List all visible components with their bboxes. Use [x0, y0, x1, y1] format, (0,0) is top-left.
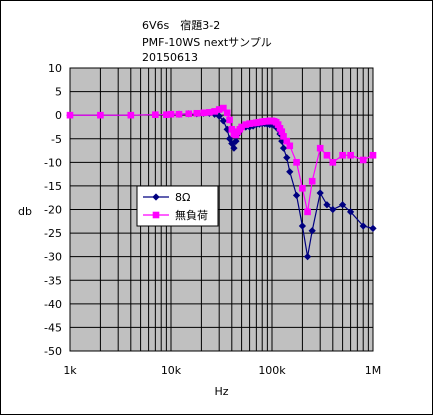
- y-tick-label: -25: [44, 227, 62, 240]
- series-2-point: [152, 111, 159, 118]
- series-2-point: [226, 116, 233, 124]
- series-2-point: [293, 159, 300, 166]
- series-2-point: [127, 111, 135, 119]
- series-2-point: [175, 110, 183, 118]
- plot-border: [69, 67, 374, 352]
- series-1-point: [298, 222, 307, 230]
- y-tick-label: -5: [51, 133, 62, 146]
- y-tick-label: -40: [44, 298, 62, 311]
- series-1-point: [292, 191, 301, 199]
- series-1-point: [369, 224, 377, 232]
- series-1-point: [316, 189, 324, 197]
- series-2-point: [220, 104, 227, 112]
- legend-marker-1: [152, 193, 160, 201]
- series-2-point: [97, 111, 104, 119]
- series-2-point: [369, 151, 377, 159]
- series-1-point: [303, 253, 312, 261]
- x-tick-label: 1M: [365, 364, 382, 377]
- series-2-point: [286, 142, 294, 150]
- y-tick-label: -45: [44, 321, 62, 334]
- y-tick-label: 5: [55, 86, 62, 99]
- series-1-point: [329, 205, 337, 214]
- series-2-point: [167, 110, 175, 118]
- series-1-point: [219, 117, 227, 125]
- series-2-point: [304, 208, 311, 216]
- y-tick-label: -50: [44, 345, 62, 358]
- series-2-point: [316, 144, 324, 152]
- series-1-point: [308, 227, 316, 235]
- x-axis-label: Hz: [214, 385, 228, 398]
- y-tick-label: -20: [44, 204, 62, 217]
- chart-title-line-3: 20150613: [142, 51, 198, 64]
- series-2-point: [308, 177, 316, 185]
- series-1-point: [283, 153, 291, 162]
- y-tick-label: -10: [44, 156, 62, 169]
- chart-title-line-1: 6V6s 宿題3-2: [142, 19, 221, 32]
- y-tick-label: 0: [55, 109, 62, 122]
- series-1-point: [323, 201, 331, 209]
- series-2-point: [66, 111, 74, 119]
- series-1-point: [338, 201, 347, 209]
- series-2-point: [185, 110, 193, 118]
- y-tick-label: 10: [48, 62, 62, 75]
- series-1-point: [225, 135, 234, 143]
- chart-title-line-2: PMF-10WS nextサンプル: [142, 36, 272, 49]
- x-tick-label: 10k: [161, 364, 182, 377]
- series-2-point: [223, 109, 231, 117]
- legend-box: [136, 185, 219, 227]
- y-tick-label: -15: [44, 180, 62, 193]
- y-axis-label: db: [18, 205, 32, 218]
- series-1-point: [286, 168, 294, 176]
- series-2-point: [329, 159, 337, 166]
- series-1-point: [232, 137, 240, 145]
- y-tick-label: -35: [44, 274, 62, 287]
- series-1-point: [230, 144, 238, 152]
- series-2-point: [323, 151, 331, 159]
- series-1-point: [279, 144, 288, 152]
- legend-marker-2: [152, 211, 160, 219]
- x-tick-label: 100k: [258, 364, 286, 377]
- series-2-point: [347, 151, 354, 159]
- series-1-point: [346, 208, 355, 216]
- series-2-point: [339, 151, 346, 159]
- series-2-point: [193, 109, 201, 117]
- series-2-point: [299, 184, 306, 192]
- legend-label-1: 8Ω: [175, 191, 190, 204]
- series-2-point: [200, 109, 207, 117]
- series-2-point: [359, 156, 367, 164]
- series-1-point: [359, 222, 367, 230]
- legend-label-2: 無負荷: [175, 208, 208, 222]
- y-tick-label: -30: [44, 251, 62, 264]
- x-tick-label: 1k: [63, 364, 77, 377]
